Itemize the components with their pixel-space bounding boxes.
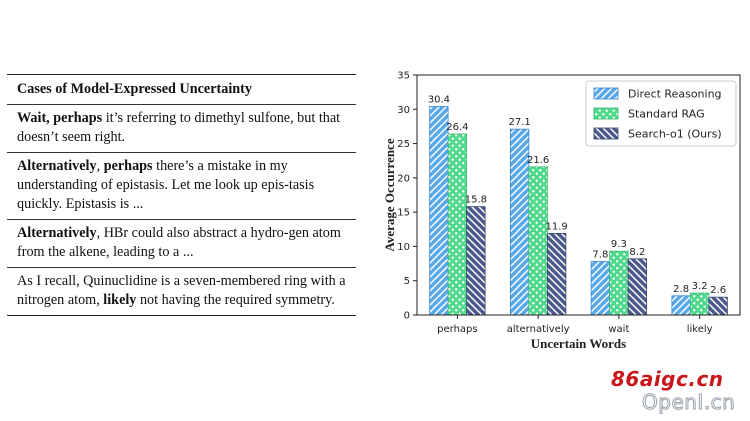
uncertainty-cases-table: Cases of Model-Expressed Uncertainty Wai… [7,74,356,316]
case-text: not having the required symmetry. [136,292,335,308]
y-tick-label: 15 [397,208,410,219]
bar [627,258,648,316]
case-row: Alternatively, HBr could also abstract a… [7,220,356,267]
bar-value-label: 27.1 [508,117,530,128]
x-tick-label: alternatively [507,324,570,335]
bar-value-label: 21.6 [527,155,549,166]
bold-keyword: perhaps [103,158,153,174]
bold-keyword: Wait, perhaps [17,110,103,126]
bar [429,106,449,316]
bar [671,295,691,316]
bar-value-label: 3.2 [692,281,708,292]
bar [528,166,548,316]
table-top-rule [7,74,356,75]
bold-keyword: likely [103,292,137,308]
legend-label: Search-o1 (Ours) [628,128,722,141]
legend-swatch [593,107,619,120]
case-text: , [96,158,104,174]
bar-value-label: 11.9 [545,221,567,232]
table-rule [7,104,356,105]
y-axis-label: Average Occurrence [382,138,397,251]
plot-frame [416,74,741,316]
bar [546,232,567,316]
bar-value-label: 9.3 [611,239,627,250]
x-axis-label: Uncertain Words [531,336,626,351]
case-text: there’s a mistake in my understanding of… [17,158,315,212]
watermark-86aigc: 86aigc.cn [611,367,724,391]
bar [590,261,611,316]
legend-swatch [593,127,619,140]
bar-value-label: 30.4 [428,95,450,106]
bar [708,296,728,316]
x-tick-label: perhaps [437,324,477,335]
bold-keyword: Alternatively [17,158,97,174]
table-rule [7,219,356,220]
table-rule [7,152,356,153]
legend-label: Direct Reasoning [628,88,722,101]
legend-label: Standard RAG [628,108,705,121]
case-text: it’s referring to dimethyl sulfone, but … [17,110,341,145]
bar-value-label: 8.2 [629,247,645,258]
bar-value-label: 7.8 [592,250,608,261]
bar-value-label: 15.8 [465,195,487,206]
bar-value-label: 26.4 [446,122,468,133]
bar [447,133,468,316]
y-tick-label: 20 [397,173,410,184]
bar [689,292,710,316]
legend-swatch [593,87,619,100]
case-row: As I recall, Quinuclidine is a seven-mem… [7,268,356,315]
case-row: Alternatively, perhaps there’s a mistake… [7,153,356,219]
y-tick-label: 30 [397,105,410,116]
y-tick-label: 35 [397,71,410,82]
bold-keyword: Alternatively [17,225,97,241]
x-tick-label: likely [687,324,713,335]
bar [609,250,629,316]
y-tick-label: 5 [404,276,410,287]
y-tick-label: 10 [397,242,410,253]
y-tick-label: 25 [397,139,410,150]
bar-value-label: 2.8 [673,284,689,295]
table-rule [7,267,356,268]
case-text: As I recall, Quinuclidine is a seven-mem… [17,273,346,308]
case-text: , HBr could also abstract a hydro-gen at… [17,225,341,260]
uncertain-words-bar-chart: 0 5 10 15 20 25 30 35 30.4 26.4 15.8 perhaps 27.1 21.… [382,71,741,351]
table-title: Cases of Model-Expressed Uncertainty [17,81,252,97]
legend-box [585,80,737,147]
bar [466,206,486,316]
case-row: Wait, perhaps it’s referring to dimethyl… [7,105,356,152]
bar-value-label: 2.6 [710,285,726,296]
watermark-openi: OpenI.cn [641,390,736,415]
table-bottom-rule [7,315,356,316]
x-tick-label: wait [608,324,629,335]
y-tick-label: 0 [404,311,410,322]
